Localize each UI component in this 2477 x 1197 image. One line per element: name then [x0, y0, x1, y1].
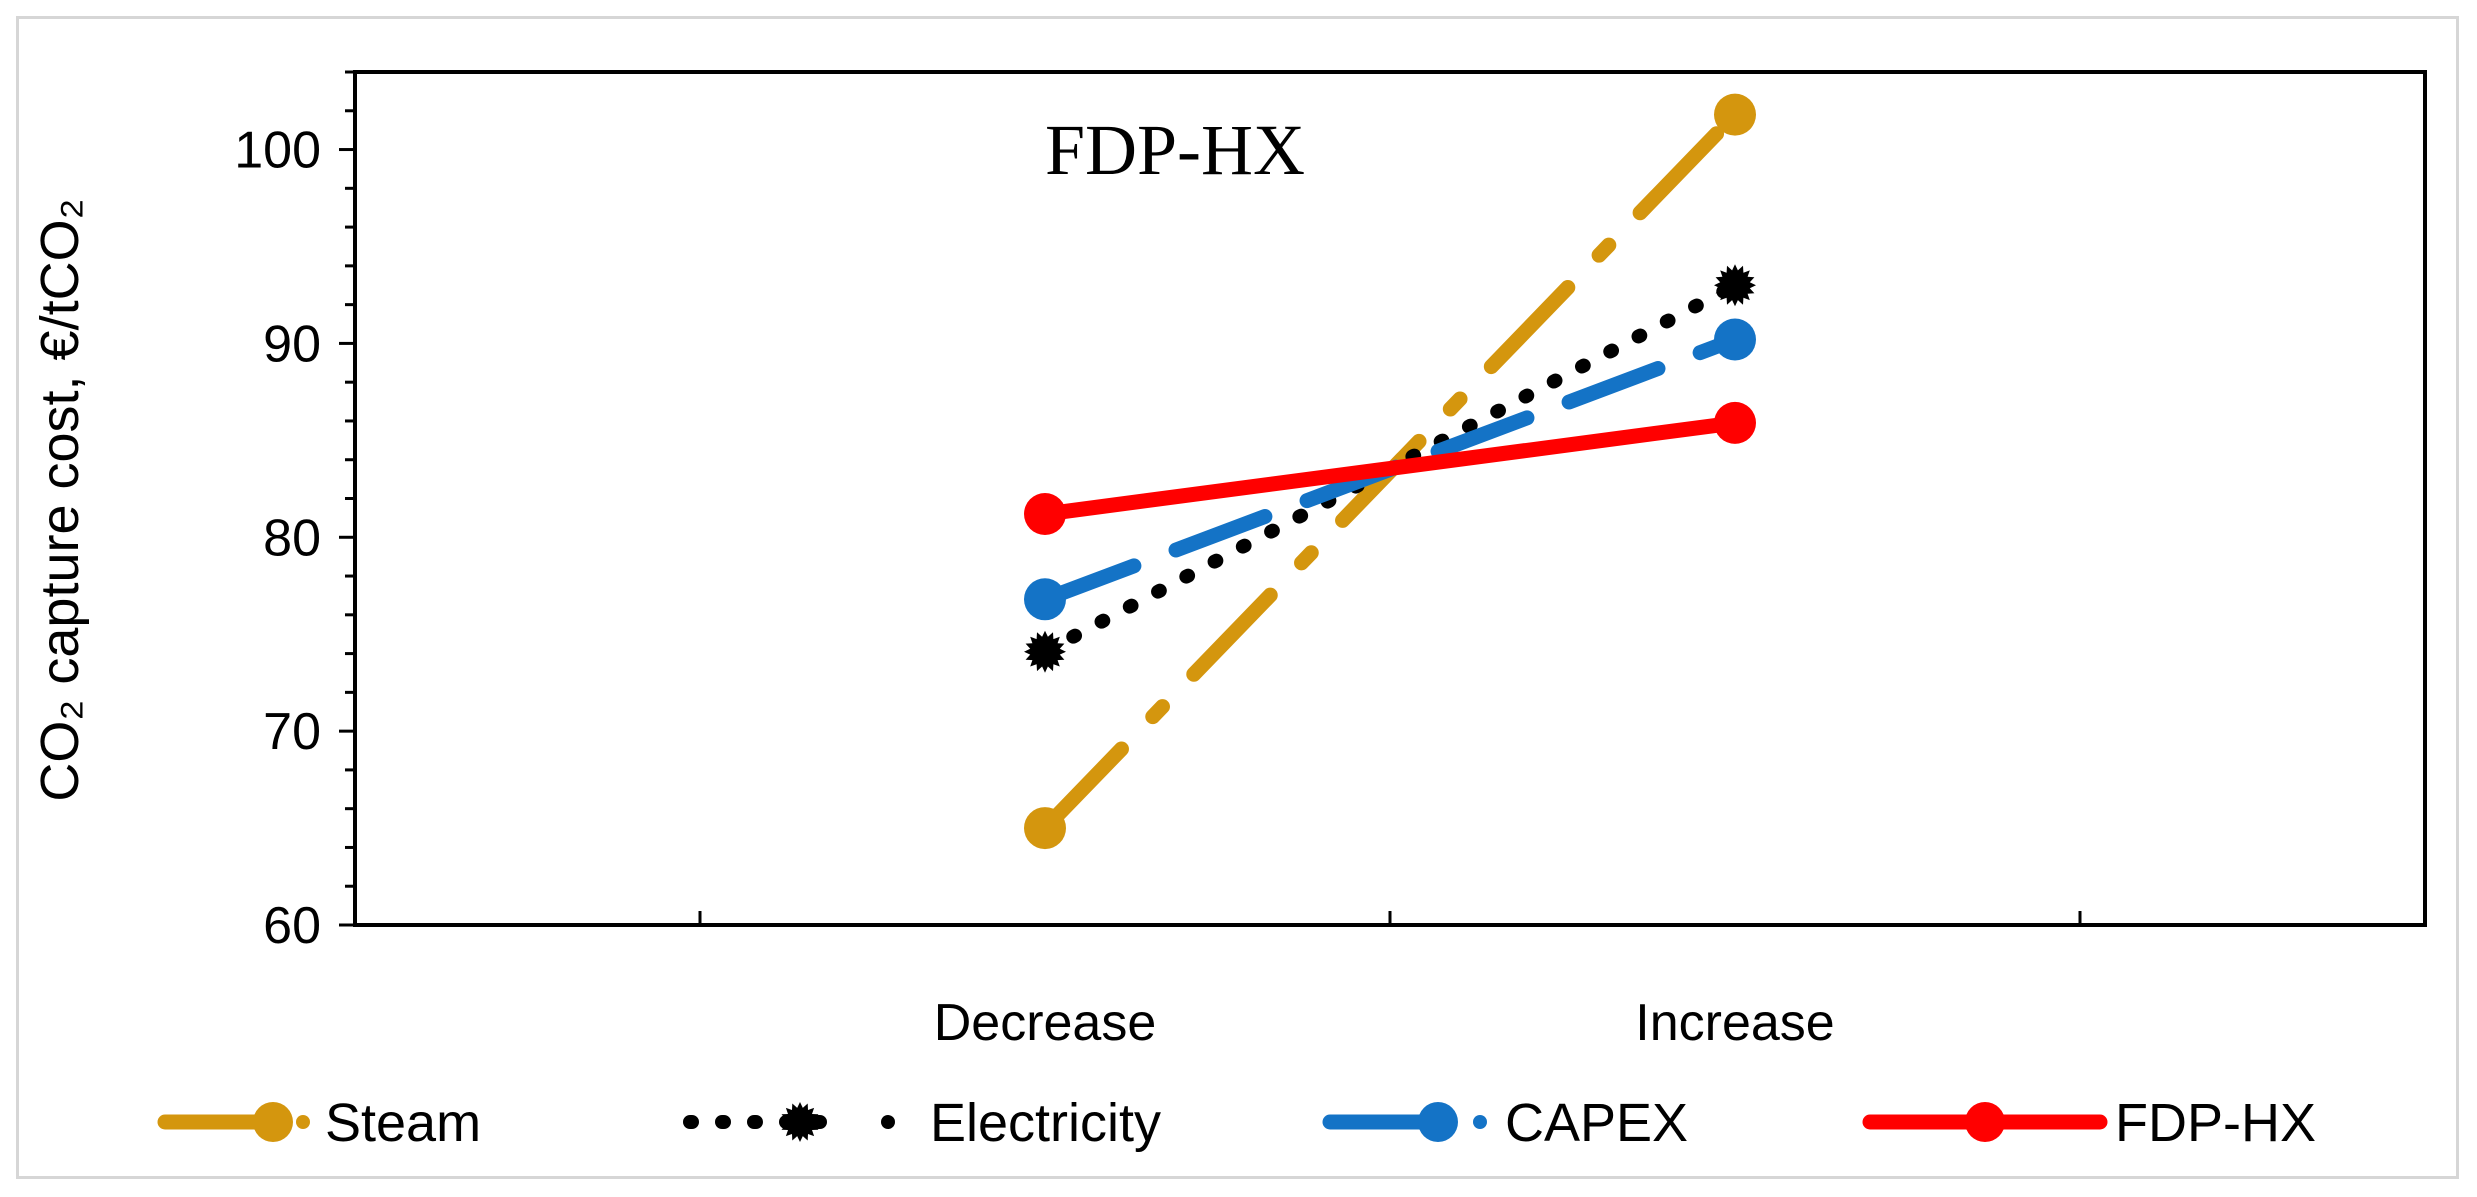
x-axis: Decrease Increase — [698, 911, 2082, 1052]
data-point-fdp-hx — [1024, 493, 1066, 536]
series-line-fdp-hx — [1037, 415, 1743, 522]
legend-item-steam: Steam — [157, 1093, 481, 1153]
y-tick-label: 90 — [263, 315, 321, 373]
legend-label-electricity: Electricity — [930, 1093, 1161, 1153]
series-layer — [1024, 93, 1756, 850]
y-tick-label: 60 — [263, 897, 321, 955]
y-tick-label: 100 — [234, 122, 321, 180]
data-point-electricity — [1024, 630, 1066, 673]
legend-marker-electricity — [780, 1102, 820, 1142]
legend: Steam Electricity CAPEX FDP-HX — [157, 1093, 2316, 1153]
chart-title: FDP-HX — [1045, 110, 1305, 190]
plot-area — [353, 70, 2427, 927]
series-fdp-hx — [1024, 401, 1756, 536]
legend-line-electricity — [881, 1115, 895, 1129]
legend-label-steam: Steam — [325, 1093, 481, 1153]
legend-label-capex: CAPEX — [1505, 1093, 1688, 1153]
chart-frame — [16, 16, 2459, 1179]
data-point-steam — [1714, 93, 1756, 136]
legend-label-fdp-hx: FDP-HX — [2115, 1093, 2316, 1153]
data-point-electricity — [1714, 264, 1756, 307]
legend-item-capex: CAPEX — [1322, 1093, 1688, 1153]
legend-line-steam — [296, 1115, 310, 1129]
data-point-fdp-hx — [1714, 401, 1756, 444]
data-point-capex — [1024, 578, 1066, 621]
legend-marker-capex — [1418, 1102, 1458, 1142]
y-tick-label: 80 — [263, 509, 321, 567]
data-point-capex — [1714, 318, 1756, 361]
legend-item-fdp-hx: FDP-HX — [1862, 1093, 2316, 1153]
legend-marker-fdp-hx — [1965, 1102, 2005, 1142]
x-tick-label: Increase — [1635, 994, 1834, 1052]
y-axis-label: CO₂ capture cost, €/tCO₂ — [30, 198, 90, 801]
legend-line-capex — [1473, 1115, 1487, 1129]
data-point-steam — [1024, 807, 1066, 850]
legend-marker-steam — [253, 1102, 293, 1142]
y-axis: 60 70 80 90 100 — [234, 70, 355, 955]
legend-item-electricity: Electricity — [683, 1093, 1161, 1153]
y-tick-label: 70 — [263, 703, 321, 761]
x-tick-label: Decrease — [934, 994, 1157, 1052]
